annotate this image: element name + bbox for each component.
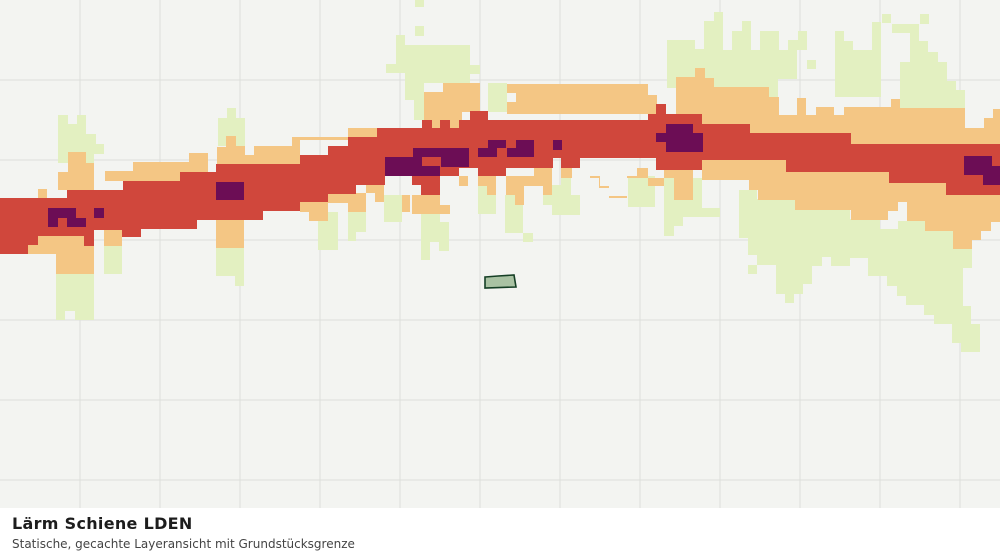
noise-patch: [402, 195, 450, 214]
noise-patch: [421, 213, 449, 260]
noise-patch: [385, 148, 469, 176]
noise-patch: [543, 176, 580, 215]
noise-patch: [415, 0, 424, 36]
noise-patch: [38, 152, 94, 198]
noise-zone-very-high: [48, 124, 1000, 227]
noise-patch: [505, 195, 533, 242]
noise-zone-high: [0, 104, 1000, 254]
noise-patch: [216, 246, 244, 286]
noise-zone-medium: [28, 68, 1000, 274]
map: [0, 0, 1000, 508]
noise-zone-low: [56, 0, 980, 352]
noise-patch: [478, 140, 562, 157]
noise-patch: [348, 212, 366, 241]
noise-patch: [384, 195, 402, 222]
noise-patch: [386, 35, 480, 120]
noise-patch: [488, 83, 507, 112]
noise-patch: [506, 168, 552, 205]
noise-patch: [28, 236, 94, 274]
noise-patch: [217, 128, 377, 164]
noise-patch: [892, 24, 965, 109]
noise-patch: [807, 14, 929, 97]
noise-patch: [104, 219, 244, 248]
noise-patch: [424, 83, 480, 130]
noise-patch: [0, 104, 1000, 254]
noise-patch: [58, 115, 104, 163]
noise-patch: [56, 272, 94, 320]
parcel-boundary: [484, 274, 517, 289]
caption-subtitle: Statische, gecachte Layeransicht mit Gru…: [12, 537, 355, 551]
noise-patch: [318, 212, 338, 250]
noise-patch: [105, 153, 208, 181]
noise-patch: [702, 160, 1000, 249]
noise-patch: [676, 68, 1000, 150]
noise-patch: [300, 183, 384, 221]
noise-patch: [656, 124, 703, 152]
noise-patch: [964, 156, 1000, 185]
noise-patch: [507, 84, 666, 114]
noise-patch: [104, 245, 122, 274]
noise-patch: [216, 182, 244, 200]
noise-patch: [739, 190, 980, 352]
caption-title: Lärm Schiene LDEN: [12, 514, 193, 533]
map-caption: Lärm Schiene LDEN Statische, gecachte La…: [0, 508, 1000, 560]
noise-patch: [48, 208, 104, 227]
noise-patch: [218, 108, 245, 146]
